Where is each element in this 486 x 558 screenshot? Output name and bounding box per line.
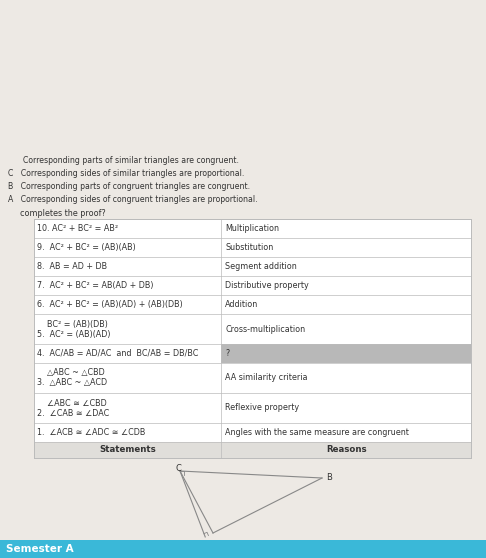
- Text: Statements: Statements: [99, 445, 156, 455]
- Text: C: C: [175, 464, 181, 473]
- Text: B: B: [326, 474, 332, 483]
- Text: △ABC ~ △CBD: △ABC ~ △CBD: [37, 368, 105, 378]
- Text: C   Corresponding sides of similar triangles are proportional.: C Corresponding sides of similar triangl…: [8, 169, 244, 178]
- Bar: [34, 442, 471, 458]
- Text: Reasons: Reasons: [326, 445, 366, 455]
- Text: 6.  AC² + BC² = (AB)(AD) + (AB)(DB): 6. AC² + BC² = (AB)(AD) + (AB)(DB): [37, 300, 183, 309]
- Text: Reflexive property: Reflexive property: [225, 403, 299, 412]
- Text: Segment addition: Segment addition: [225, 262, 297, 271]
- Text: completes the proof?: completes the proof?: [20, 209, 106, 218]
- Text: 9.  AC² + BC² = (AB)(AB): 9. AC² + BC² = (AB)(AB): [37, 243, 136, 252]
- Text: 3.  △ABC ~ △ACD: 3. △ABC ~ △ACD: [37, 378, 107, 387]
- Text: A   Corresponding sides of congruent triangles are proportional.: A Corresponding sides of congruent trian…: [8, 195, 258, 204]
- Text: 10. AC² + BC² = AB²: 10. AC² + BC² = AB²: [37, 224, 118, 233]
- Text: 1.  ∠ACB ≅ ∠ADC ≅ ∠CDB: 1. ∠ACB ≅ ∠ADC ≅ ∠CDB: [37, 428, 145, 437]
- Text: Semester A: Semester A: [6, 544, 73, 554]
- Text: Distributive property: Distributive property: [225, 281, 309, 290]
- Text: ∠ABC ≅ ∠CBD: ∠ABC ≅ ∠CBD: [37, 398, 107, 407]
- Bar: [0, 540, 486, 558]
- Text: B   Corresponding parts of congruent triangles are congruent.: B Corresponding parts of congruent trian…: [8, 182, 250, 191]
- Text: BC² = (AB)(DB): BC² = (AB)(DB): [37, 320, 108, 329]
- Text: Substitution: Substitution: [225, 243, 274, 252]
- Text: AA similarity criteria: AA similarity criteria: [225, 373, 308, 382]
- Text: ?: ?: [225, 349, 229, 358]
- Text: 5.  AC² = (AB)(AD): 5. AC² = (AB)(AD): [37, 330, 110, 339]
- Text: Multiplication: Multiplication: [225, 224, 279, 233]
- Text: 8.  AB = AD + DB: 8. AB = AD + DB: [37, 262, 107, 271]
- Text: Cross-multiplication: Cross-multiplication: [225, 325, 305, 334]
- Bar: [221, 344, 471, 363]
- Text: Corresponding parts of similar triangles are congruent.: Corresponding parts of similar triangles…: [8, 156, 239, 165]
- Text: Addition: Addition: [225, 300, 259, 309]
- Text: 2.  ∠CAB ≅ ∠DAC: 2. ∠CAB ≅ ∠DAC: [37, 408, 109, 417]
- Bar: [34, 219, 471, 458]
- Text: 4.  AC/AB = AD/AC  and  BC/AB = DB/BC: 4. AC/AB = AD/AC and BC/AB = DB/BC: [37, 349, 198, 358]
- Text: 7.  AC² + BC² = AB(AD + DB): 7. AC² + BC² = AB(AD + DB): [37, 281, 154, 290]
- Text: Angles with the same measure are congruent: Angles with the same measure are congrue…: [225, 428, 409, 437]
